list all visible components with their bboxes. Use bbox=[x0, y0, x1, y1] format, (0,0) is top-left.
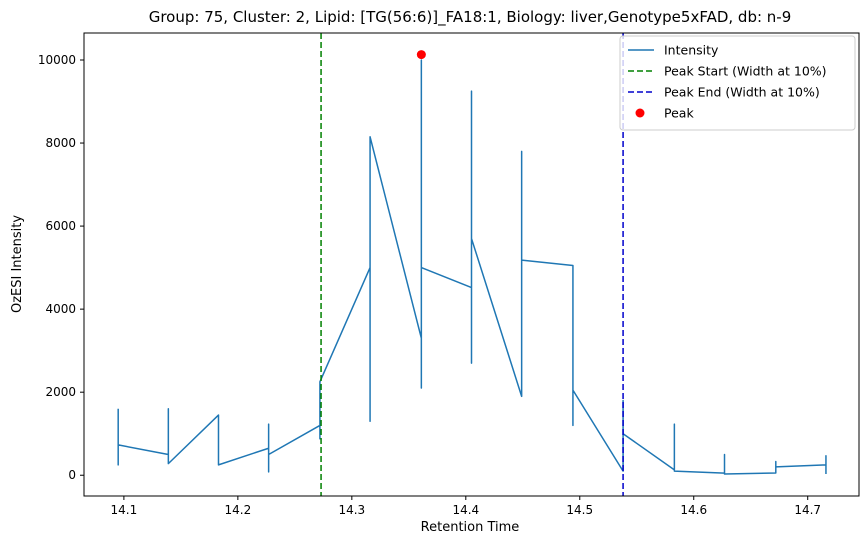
y-axis-label: OzESI Intensity bbox=[10, 215, 25, 313]
peak-marker bbox=[416, 50, 426, 60]
x-tick-label: 14.7 bbox=[794, 503, 821, 517]
y-tick-label: 4000 bbox=[45, 302, 76, 316]
legend-entry: Peak End (Width at 10%) bbox=[664, 85, 820, 100]
legend-swatch bbox=[635, 108, 645, 118]
series-line-intensity bbox=[117, 59, 827, 475]
x-tick-label: 14.1 bbox=[111, 503, 138, 517]
legend: Intensity Peak Start (Width at 10%) Peak E… bbox=[619, 35, 856, 131]
x-tick-label: 14.4 bbox=[452, 503, 479, 517]
x-tick-label: 14.2 bbox=[225, 503, 252, 517]
legend-entry: Peak Start (Width at 10%) bbox=[664, 64, 827, 79]
legend-entry: Intensity bbox=[664, 43, 719, 58]
y-axis: 0 2000 4000 6000 8000 10000 bbox=[38, 53, 84, 482]
legend-box bbox=[619, 35, 856, 131]
x-tick-label: 14.6 bbox=[680, 503, 707, 517]
y-tick-label: 6000 bbox=[45, 219, 76, 233]
y-tick-label: 8000 bbox=[45, 136, 76, 150]
chart-title: Group: 75, Cluster: 2, Lipid: [TG(56:6)]… bbox=[149, 8, 792, 27]
y-tick-label: 2000 bbox=[45, 385, 76, 399]
plot-frame bbox=[83, 32, 860, 497]
legend-entry: Peak bbox=[664, 106, 694, 121]
x-tick-label: 14.3 bbox=[338, 503, 365, 517]
x-axis-label: Retention Time bbox=[421, 520, 520, 535]
x-tick-label: 14.5 bbox=[566, 503, 593, 517]
y-tick-label: 10000 bbox=[38, 53, 76, 67]
y-tick-label: 0 bbox=[68, 468, 76, 482]
x-axis: 14.1 14.2 14.3 14.4 14.5 14.6 14.7 bbox=[111, 496, 821, 517]
